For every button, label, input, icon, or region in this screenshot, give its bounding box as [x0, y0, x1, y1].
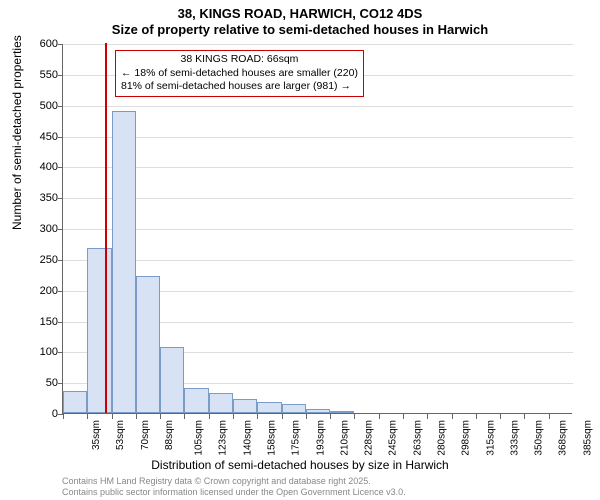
ytick-label: 250	[18, 254, 58, 266]
chart-area: 05010015020025030035040045050055060035sq…	[62, 44, 572, 414]
histogram-bar	[233, 399, 257, 413]
annotation-box: 38 KINGS ROAD: 66sqm← 18% of semi-detach…	[115, 50, 364, 97]
gridline	[63, 198, 573, 199]
gridline	[63, 229, 573, 230]
ytick-mark	[58, 291, 63, 292]
xtick-label: 35sqm	[91, 420, 102, 450]
xtick-mark	[379, 414, 380, 419]
histogram-bar	[63, 391, 87, 413]
xtick-mark	[160, 414, 161, 419]
ytick-mark	[58, 260, 63, 261]
histogram-bar	[160, 347, 184, 413]
xtick-label: 385sqm	[582, 420, 593, 456]
gridline	[63, 44, 573, 45]
xtick-label: 158sqm	[267, 420, 278, 456]
xtick-mark	[63, 414, 64, 419]
xtick-mark	[257, 414, 258, 419]
xtick-mark	[500, 414, 501, 419]
xtick-label: 280sqm	[437, 420, 448, 456]
ytick-mark	[58, 44, 63, 45]
histogram-bar	[330, 411, 354, 413]
xtick-label: 263sqm	[412, 420, 423, 456]
xtick-mark	[452, 414, 453, 419]
gridline	[63, 167, 573, 168]
histogram-bar	[282, 404, 306, 413]
ytick-mark	[58, 229, 63, 230]
xtick-label: 88sqm	[164, 420, 175, 450]
ytick-label: 50	[18, 377, 58, 389]
ytick-mark	[58, 137, 63, 138]
xtick-label: 315sqm	[485, 420, 496, 456]
histogram-bar	[209, 393, 233, 413]
xtick-label: 210sqm	[339, 420, 350, 456]
histogram-bar	[257, 402, 281, 413]
xtick-mark	[184, 414, 185, 419]
annotation-line: 81% of semi-detached houses are larger (…	[121, 80, 358, 94]
ytick-mark	[58, 198, 63, 199]
ytick-mark	[58, 167, 63, 168]
ytick-label: 150	[18, 316, 58, 328]
xtick-label: 333sqm	[509, 420, 520, 456]
xtick-label: 368sqm	[558, 420, 569, 456]
xtick-mark	[549, 414, 550, 419]
xtick-label: 228sqm	[364, 420, 375, 456]
gridline	[63, 260, 573, 261]
annotation-line: 38 KINGS ROAD: 66sqm	[121, 53, 358, 67]
ytick-label: 100	[18, 346, 58, 358]
ytick-label: 550	[18, 69, 58, 81]
xtick-mark	[136, 414, 137, 419]
ytick-label: 200	[18, 285, 58, 297]
histogram-bar	[306, 409, 330, 413]
ytick-mark	[58, 383, 63, 384]
ytick-mark	[58, 106, 63, 107]
xtick-mark	[354, 414, 355, 419]
xtick-mark	[306, 414, 307, 419]
gridline	[63, 137, 573, 138]
histogram-bar	[112, 111, 136, 413]
xtick-label: 105sqm	[194, 420, 205, 456]
xtick-label: 53sqm	[115, 420, 126, 450]
annotation-line: ← 18% of semi-detached houses are smalle…	[121, 67, 358, 81]
xtick-mark	[427, 414, 428, 419]
footer-line2: Contains public sector information licen…	[62, 487, 406, 498]
xtick-label: 245sqm	[388, 420, 399, 456]
xtick-mark	[282, 414, 283, 419]
gridline	[63, 106, 573, 107]
xtick-mark	[330, 414, 331, 419]
ytick-mark	[58, 352, 63, 353]
histogram-bar	[87, 248, 111, 413]
ytick-mark	[58, 75, 63, 76]
xtick-label: 193sqm	[315, 420, 326, 456]
xtick-mark	[112, 414, 113, 419]
ytick-label: 500	[18, 100, 58, 112]
xtick-label: 350sqm	[534, 420, 545, 456]
xtick-label: 175sqm	[291, 420, 302, 456]
footer-line1: Contains HM Land Registry data © Crown c…	[62, 476, 406, 487]
ytick-label: 300	[18, 223, 58, 235]
xtick-label: 123sqm	[218, 420, 229, 456]
chart-subtitle: Size of property relative to semi-detach…	[0, 22, 600, 37]
ytick-label: 450	[18, 131, 58, 143]
ytick-label: 0	[18, 408, 58, 420]
plot-region: 05010015020025030035040045050055060035sq…	[62, 44, 572, 414]
xtick-mark	[233, 414, 234, 419]
histogram-bar	[184, 388, 208, 413]
xtick-label: 140sqm	[242, 420, 253, 456]
footer-attribution: Contains HM Land Registry data © Crown c…	[62, 476, 406, 498]
xtick-mark	[403, 414, 404, 419]
ytick-mark	[58, 322, 63, 323]
xtick-mark	[209, 414, 210, 419]
xtick-mark	[524, 414, 525, 419]
xtick-label: 298sqm	[461, 420, 472, 456]
ytick-label: 400	[18, 161, 58, 173]
x-axis-label: Distribution of semi-detached houses by …	[0, 458, 600, 472]
xtick-mark	[476, 414, 477, 419]
ytick-label: 600	[18, 38, 58, 50]
reference-line	[105, 43, 107, 413]
ytick-label: 350	[18, 192, 58, 204]
chart-title: 38, KINGS ROAD, HARWICH, CO12 4DS	[0, 6, 600, 21]
xtick-label: 70sqm	[140, 420, 151, 450]
histogram-bar	[136, 276, 160, 413]
xtick-mark	[87, 414, 88, 419]
